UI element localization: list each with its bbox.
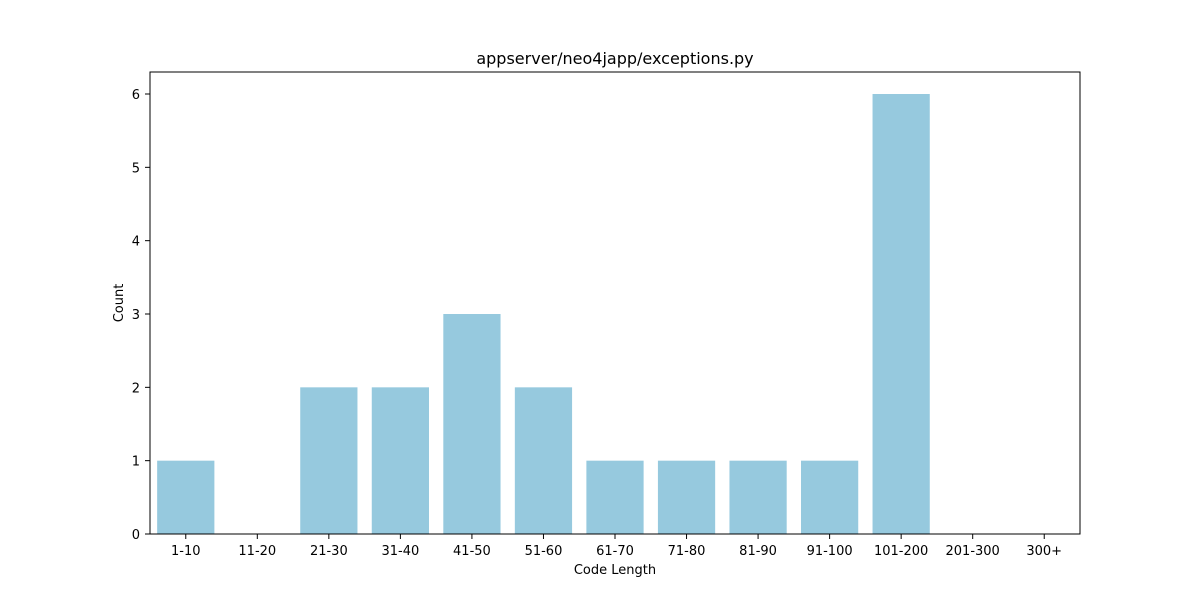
y-tick-label: 3	[132, 308, 140, 323]
bar-91-100	[801, 460, 859, 534]
bar-41-50	[443, 314, 501, 534]
bar-51-60	[514, 387, 573, 534]
y-axis-ticks: 0 1 2 3 4 5 6	[132, 88, 150, 543]
x-tick-label: 201-300	[946, 544, 1000, 559]
x-tick-label: 300+	[1026, 544, 1062, 559]
y-tick-label: 0	[132, 528, 140, 543]
y-tick-label: 6	[132, 88, 140, 103]
x-tick-label: 61-70	[596, 544, 634, 559]
x-tick-label: 91-100	[807, 544, 853, 559]
bar-1-10	[157, 460, 215, 534]
y-tick-label: 5	[132, 161, 140, 176]
x-tick-label: 21-30	[310, 544, 348, 559]
bar-101-200	[872, 94, 930, 534]
x-tick-label: 41-50	[453, 544, 491, 559]
x-tick-label: 51-60	[525, 544, 563, 559]
x-axis-label: Code Length	[574, 563, 656, 578]
y-axis-label: Count	[112, 284, 127, 323]
y-tick-label: 4	[132, 235, 140, 250]
bars-group	[157, 94, 930, 534]
bar-71-80	[657, 460, 716, 534]
bar-81-90	[729, 460, 787, 534]
x-axis-ticks: 1-10 11-20 21-30 31-40 41-50 51-60 61-70 71-80 8…	[171, 534, 1062, 559]
x-tick-label: 11-20	[238, 544, 276, 559]
x-tick-label: 81-90	[739, 544, 777, 559]
plot-frame	[149, 71, 1081, 535]
bar-21-30	[300, 387, 358, 534]
x-tick-label: 101-200	[874, 544, 928, 559]
y-tick-label: 1	[132, 455, 140, 470]
x-tick-label: 71-80	[668, 544, 706, 559]
x-tick-label: 31-40	[381, 544, 419, 559]
x-tick-label: 1-10	[171, 544, 201, 559]
chart-title: appserver/neo4japp/exceptions.py	[476, 49, 753, 68]
y-tick-label: 2	[132, 381, 140, 396]
bar-61-70	[586, 460, 644, 534]
bar-31-40	[371, 387, 429, 534]
